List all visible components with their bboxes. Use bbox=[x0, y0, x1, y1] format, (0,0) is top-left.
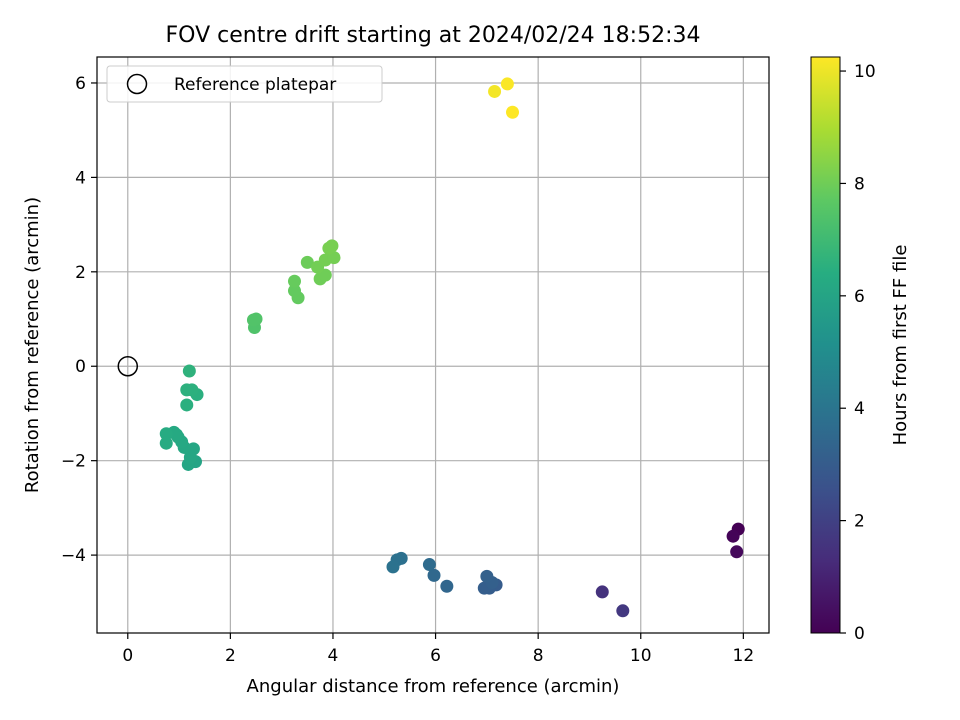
scatter-point bbox=[159, 427, 173, 441]
scatter-point bbox=[616, 604, 630, 618]
colorbar-tick-label: 4 bbox=[854, 399, 865, 419]
scatter-point bbox=[159, 436, 173, 450]
scatter-point bbox=[506, 105, 520, 119]
scatter-point bbox=[730, 545, 744, 559]
x-tick-label: 2 bbox=[225, 646, 236, 666]
scatter-point bbox=[595, 585, 609, 599]
y-tick-label: 4 bbox=[75, 168, 86, 188]
reference-marker bbox=[117, 355, 139, 377]
y-tick-label: −2 bbox=[61, 452, 86, 472]
scatter-point bbox=[170, 428, 184, 442]
colorbar-tick-label: 0 bbox=[854, 624, 865, 644]
scatter-point bbox=[440, 579, 454, 593]
x-tick-label: 6 bbox=[430, 646, 441, 666]
colorbar-tick-label: 8 bbox=[854, 174, 865, 194]
x-tick-label: 4 bbox=[328, 646, 339, 666]
scatter-point bbox=[182, 364, 196, 378]
scatter-point bbox=[427, 568, 441, 582]
scatter-point bbox=[300, 255, 314, 269]
colorbar-tick-label: 10 bbox=[854, 62, 876, 82]
scatter-point bbox=[180, 398, 194, 412]
scatter-points bbox=[159, 77, 745, 618]
legend-box bbox=[106, 65, 383, 103]
x-axis-label: Angular distance from reference (arcmin) bbox=[247, 676, 620, 697]
x-tick-label: 12 bbox=[733, 646, 755, 666]
scatter-point bbox=[500, 77, 514, 91]
legend-marker bbox=[126, 73, 148, 95]
grid bbox=[97, 57, 769, 633]
scatter-point bbox=[422, 558, 436, 572]
y-tick-label: 0 bbox=[75, 357, 86, 377]
y-tick-label: 2 bbox=[75, 263, 86, 283]
scatter-point bbox=[287, 274, 301, 288]
legend: Reference platepar bbox=[106, 65, 383, 103]
scatter-point bbox=[726, 529, 740, 543]
scatter-point bbox=[318, 268, 332, 282]
y-axis-label: Rotation from reference (arcmin) bbox=[22, 197, 43, 493]
scatter-point bbox=[488, 84, 502, 98]
colorbar-label: Hours from first FF file bbox=[890, 245, 911, 446]
y-tick-label: 6 bbox=[75, 74, 86, 94]
legend-label: Reference platepar bbox=[174, 75, 336, 95]
y-tick-label: −4 bbox=[61, 546, 86, 566]
scatter-point bbox=[246, 313, 260, 327]
scatter-point bbox=[480, 569, 494, 583]
colorbar bbox=[810, 56, 841, 634]
x-tick-label: 10 bbox=[630, 646, 652, 666]
x-tick-label: 8 bbox=[533, 646, 544, 666]
colorbar-tick-label: 2 bbox=[854, 512, 865, 532]
scatter-point bbox=[325, 239, 339, 253]
scatter-point bbox=[180, 383, 194, 397]
colorbar-tick-label: 6 bbox=[854, 287, 865, 307]
scatter-point bbox=[287, 284, 301, 298]
scatter-point bbox=[386, 560, 400, 574]
x-tick-label: 0 bbox=[122, 646, 133, 666]
x-axis: 0 2 4 6 8 10 12 bbox=[122, 633, 754, 666]
plot-frame bbox=[96, 56, 770, 634]
chart-title: FOV centre drift starting at 2024/02/24 … bbox=[166, 23, 701, 48]
y-axis: −4 −2 0 2 4 6 bbox=[61, 74, 97, 566]
colorbar-ticks: 0 2 4 6 8 10 bbox=[840, 62, 876, 644]
